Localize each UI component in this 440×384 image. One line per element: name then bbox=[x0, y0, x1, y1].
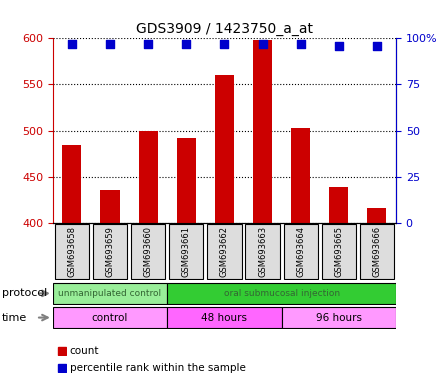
FancyBboxPatch shape bbox=[167, 283, 396, 304]
Text: 96 hours: 96 hours bbox=[316, 313, 362, 323]
Bar bbox=[253, 40, 272, 223]
Text: percentile rank within the sample: percentile rank within the sample bbox=[70, 363, 246, 373]
FancyBboxPatch shape bbox=[167, 307, 282, 328]
Bar bbox=[177, 138, 196, 223]
FancyBboxPatch shape bbox=[53, 283, 167, 304]
Point bbox=[335, 43, 342, 49]
Title: GDS3909 / 1423750_a_at: GDS3909 / 1423750_a_at bbox=[136, 22, 313, 36]
FancyBboxPatch shape bbox=[246, 224, 280, 279]
Bar bbox=[58, 348, 66, 355]
Point bbox=[68, 41, 75, 47]
FancyBboxPatch shape bbox=[283, 224, 318, 279]
Bar bbox=[367, 208, 386, 223]
Text: unmanipulated control: unmanipulated control bbox=[59, 289, 161, 298]
Text: GSM693665: GSM693665 bbox=[334, 226, 343, 277]
FancyBboxPatch shape bbox=[282, 307, 396, 328]
Point bbox=[106, 41, 114, 47]
Text: 48 hours: 48 hours bbox=[202, 313, 247, 323]
Point bbox=[374, 43, 381, 49]
Bar bbox=[62, 145, 81, 223]
Text: GSM693664: GSM693664 bbox=[296, 226, 305, 277]
Text: count: count bbox=[70, 346, 99, 356]
Text: GSM693661: GSM693661 bbox=[182, 226, 191, 277]
FancyBboxPatch shape bbox=[53, 307, 167, 328]
Bar bbox=[100, 190, 120, 223]
FancyBboxPatch shape bbox=[55, 224, 89, 279]
FancyBboxPatch shape bbox=[93, 224, 127, 279]
Text: GSM693662: GSM693662 bbox=[220, 226, 229, 277]
FancyBboxPatch shape bbox=[360, 224, 394, 279]
Text: GSM693660: GSM693660 bbox=[143, 226, 153, 277]
Bar bbox=[58, 364, 66, 372]
Point bbox=[221, 41, 228, 47]
Text: GSM693658: GSM693658 bbox=[67, 226, 77, 277]
Text: GSM693659: GSM693659 bbox=[106, 226, 114, 277]
FancyBboxPatch shape bbox=[131, 224, 165, 279]
FancyBboxPatch shape bbox=[169, 224, 203, 279]
Bar bbox=[139, 131, 158, 223]
Text: GSM693663: GSM693663 bbox=[258, 226, 267, 277]
Point bbox=[259, 41, 266, 47]
FancyBboxPatch shape bbox=[322, 224, 356, 279]
Point bbox=[145, 41, 152, 47]
Bar bbox=[291, 128, 310, 223]
Bar bbox=[215, 75, 234, 223]
Text: GSM693666: GSM693666 bbox=[372, 226, 381, 277]
Text: control: control bbox=[92, 313, 128, 323]
Text: time: time bbox=[2, 313, 27, 323]
Point bbox=[297, 41, 304, 47]
Text: protocol: protocol bbox=[2, 288, 48, 298]
Bar bbox=[329, 187, 348, 223]
Point bbox=[183, 41, 190, 47]
Text: oral submucosal injection: oral submucosal injection bbox=[224, 289, 340, 298]
FancyBboxPatch shape bbox=[207, 224, 242, 279]
